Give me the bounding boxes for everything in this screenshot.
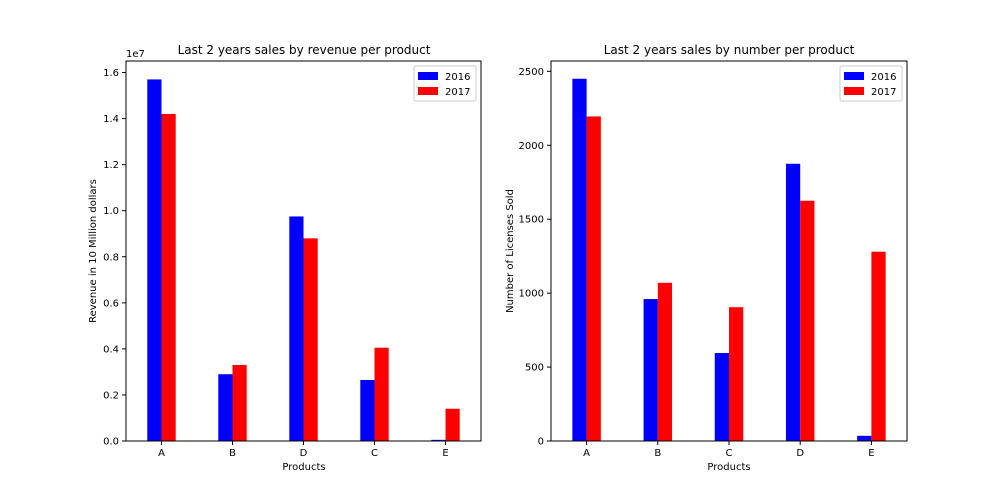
licenses-legend: 2016 2017 [839,65,903,102]
licenses-bar-2017-D [800,200,815,441]
licenses-bar-2016-E [857,435,872,441]
revenue-x-tick-label: C [371,448,378,459]
revenue-x-tick-label: E [442,448,448,459]
revenue-y-tick-label: 1.0 [103,206,119,217]
licenses-x-ticks: A B C D E [583,441,875,459]
licenses-y-tick-label: 0 [538,437,544,448]
licenses-y-tick-label: 500 [525,363,544,374]
revenue-legend: 2016 2017 [413,65,477,102]
revenue-y-tick-label: 0.8 [103,252,119,263]
revenue-legend-label-2017: 2017 [445,87,470,98]
revenue-y-axis-label: Revenue in 10 Million dollars [88,179,99,323]
licenses-bar-2016-B [643,299,658,441]
licenses-legend-swatch-2016 [844,72,864,80]
revenue-bar-2016-B [218,374,233,441]
licenses-legend-label-2016: 2016 [871,72,896,83]
licenses-bar-2016-A [572,78,587,441]
revenue-bar-2016-C [360,379,375,441]
revenue-y-tick-label: 1.6 [103,68,119,79]
licenses-y-tick-label: 2500 [519,67,544,78]
licenses-y-tick-label: 1500 [519,215,544,226]
revenue-x-tick-label: B [229,448,236,459]
licenses-legend-label-2017: 2017 [871,87,896,98]
licenses-x-tick-label: A [583,448,590,459]
revenue-y-tick-label: 0.0 [103,437,119,448]
revenue-x-tick-label: A [158,448,165,459]
revenue-bar-2016-A [147,79,162,441]
revenue-x-axis-label: Products [282,462,325,473]
revenue-bar-2017-B [232,365,247,441]
revenue-bar-2017-C [374,347,389,441]
revenue-y-tick-label: 1.2 [103,160,119,171]
licenses-y-tick-label: 1000 [519,289,544,300]
licenses-legend-swatch-2017 [844,87,864,95]
licenses-bar-2017-A [586,116,601,441]
licenses-bars [572,78,886,442]
licenses-y-ticks: 0 500 1000 1500 2000 2500 [519,67,551,448]
revenue-y-offset-text: 1e7 [126,49,145,60]
licenses-x-tick-label: E [868,448,874,459]
revenue-plot-frame [125,60,482,442]
revenue-bar-2017-D [303,238,318,441]
revenue-bar-2016-E [431,439,446,441]
licenses-y-axis-label: Number of Licenses Sold [505,189,516,313]
revenue-x-tick-label: D [300,448,308,459]
revenue-bar-2016-D [289,216,304,441]
revenue-legend-label-2016: 2016 [445,72,470,83]
revenue-chart: Last 2 years sales by revenue per produc… [88,43,482,473]
licenses-x-tick-label: D [796,448,804,459]
licenses-y-tick-label: 2000 [519,141,544,152]
revenue-y-tick-label: 0.2 [103,390,119,401]
licenses-plot-frame [550,60,908,442]
licenses-bar-2017-B [657,282,673,441]
revenue-bar-2017-E [445,408,460,441]
licenses-bar-2017-E [871,251,886,441]
revenue-chart-title: Last 2 years sales by revenue per produc… [178,43,431,57]
revenue-y-ticks: 0.0 0.2 0.4 0.6 0.8 1.0 1.2 1.4 1.6 [103,68,126,448]
licenses-x-axis-label: Products [707,462,750,473]
licenses-chart: Last 2 years sales by number per product… [505,43,908,473]
revenue-bar-2017-A [161,113,176,441]
revenue-bars [147,79,460,441]
revenue-y-tick-label: 0.4 [103,344,119,355]
licenses-chart-title: Last 2 years sales by number per product [604,43,855,57]
licenses-bar-2016-D [785,163,801,442]
licenses-bar-2016-C [714,353,729,441]
revenue-legend-swatch-2017 [418,87,438,95]
revenue-y-tick-label: 1.4 [103,114,119,125]
revenue-y-tick-label: 0.6 [103,298,119,309]
licenses-bar-2017-C [729,307,744,441]
licenses-x-tick-label: B [654,448,661,459]
licenses-x-tick-label: C [726,448,733,459]
revenue-legend-swatch-2016 [418,72,438,80]
